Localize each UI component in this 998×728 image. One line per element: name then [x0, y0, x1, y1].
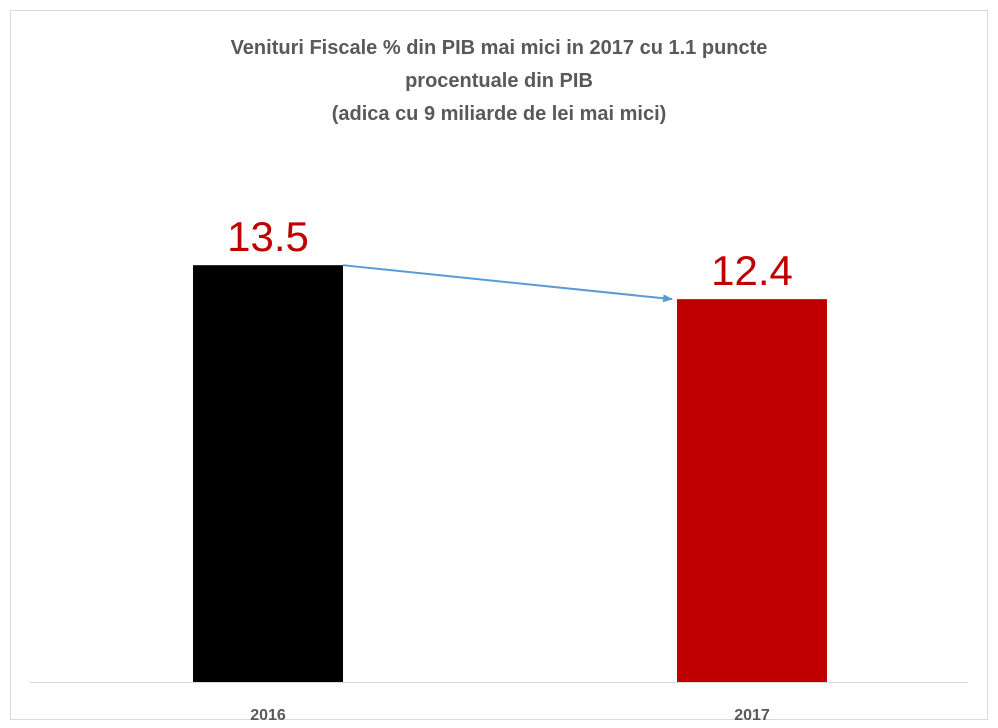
x-tick-label: 2016	[250, 707, 286, 724]
bar	[193, 265, 343, 682]
chart-title: Venituri Fiscale % din PIB mai mici in 2…	[231, 37, 768, 59]
chart-title: (adica cu 9 miliarde de lei mai mici)	[332, 103, 667, 125]
bar	[677, 299, 827, 682]
chart-title: procentuale din PIB	[405, 70, 593, 92]
value-label: 12.4	[711, 247, 793, 294]
arrow	[342, 264, 673, 303]
x-tick-label: 2017	[734, 707, 770, 724]
value-label: 13.5	[227, 213, 309, 260]
